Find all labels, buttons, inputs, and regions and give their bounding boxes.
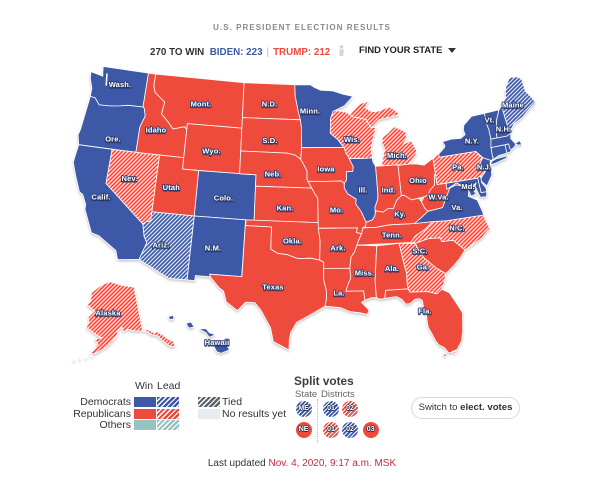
- svg-text:Okla.: Okla.: [283, 237, 302, 246]
- svg-text:La.: La.: [333, 289, 344, 298]
- svg-text:Maine: Maine: [502, 101, 524, 110]
- svg-text:Neb.: Neb.: [265, 170, 282, 179]
- svg-text:Nev.: Nev.: [122, 174, 138, 183]
- svg-text:Calif.: Calif.: [91, 193, 110, 202]
- svg-text:Ark.: Ark.: [330, 244, 345, 253]
- svg-text:Ala.: Ala.: [385, 264, 399, 273]
- svg-text:N.H.: N.H.: [496, 125, 512, 134]
- svg-text:N.Y.: N.Y.: [465, 137, 479, 146]
- svg-text:Ky.: Ky.: [394, 210, 406, 219]
- svg-text:N.J.: N.J.: [477, 163, 491, 172]
- svg-text:Mich.: Mich.: [387, 151, 407, 160]
- svg-text:Tenn.: Tenn.: [382, 231, 402, 240]
- svg-text:Mo.: Mo.: [330, 206, 343, 215]
- svg-text:Wyo.: Wyo.: [202, 147, 220, 156]
- svg-text:N.D.: N.D.: [262, 100, 278, 109]
- svg-text:Wash.: Wash.: [109, 80, 132, 89]
- svg-text:N.C.: N.C.: [449, 224, 465, 233]
- svg-text:Iowa: Iowa: [317, 165, 335, 174]
- svg-text:Utah: Utah: [163, 183, 181, 192]
- svg-text:Mont.: Mont.: [191, 100, 212, 109]
- svg-text:Fla.: Fla.: [418, 307, 432, 316]
- svg-text:Md.: Md.: [461, 182, 474, 191]
- svg-text:Pa.: Pa.: [452, 163, 464, 172]
- svg-text:Colo.: Colo.: [214, 194, 234, 203]
- svg-text:Wis.: Wis.: [344, 135, 360, 144]
- svg-text:S.C.: S.C.: [412, 247, 427, 256]
- svg-text:Ga.: Ga.: [417, 263, 430, 272]
- svg-text:Ill.: Ill.: [359, 186, 368, 195]
- svg-text:Hawaii: Hawaii: [205, 338, 230, 347]
- svg-text:Ind.: Ind.: [382, 186, 396, 195]
- svg-text:Alaska: Alaska: [95, 309, 121, 318]
- svg-text:Va.: Va.: [451, 203, 462, 212]
- svg-text:Ohio: Ohio: [409, 176, 427, 185]
- svg-text:W.Va.: W.Va.: [428, 193, 448, 202]
- svg-text:Idaho: Idaho: [146, 126, 167, 135]
- svg-text:Vt.: Vt.: [484, 116, 494, 125]
- svg-text:Ore.: Ore.: [105, 135, 121, 144]
- svg-text:S.D.: S.D.: [262, 136, 277, 145]
- svg-text:Miss.: Miss.: [355, 269, 375, 278]
- svg-text:Kan.: Kan.: [277, 204, 294, 213]
- svg-text:Texas: Texas: [262, 283, 283, 292]
- svg-text:N.M.: N.M.: [205, 244, 221, 253]
- svg-text:Ariz.: Ariz.: [152, 241, 169, 250]
- svg-text:Minn.: Minn.: [300, 107, 320, 116]
